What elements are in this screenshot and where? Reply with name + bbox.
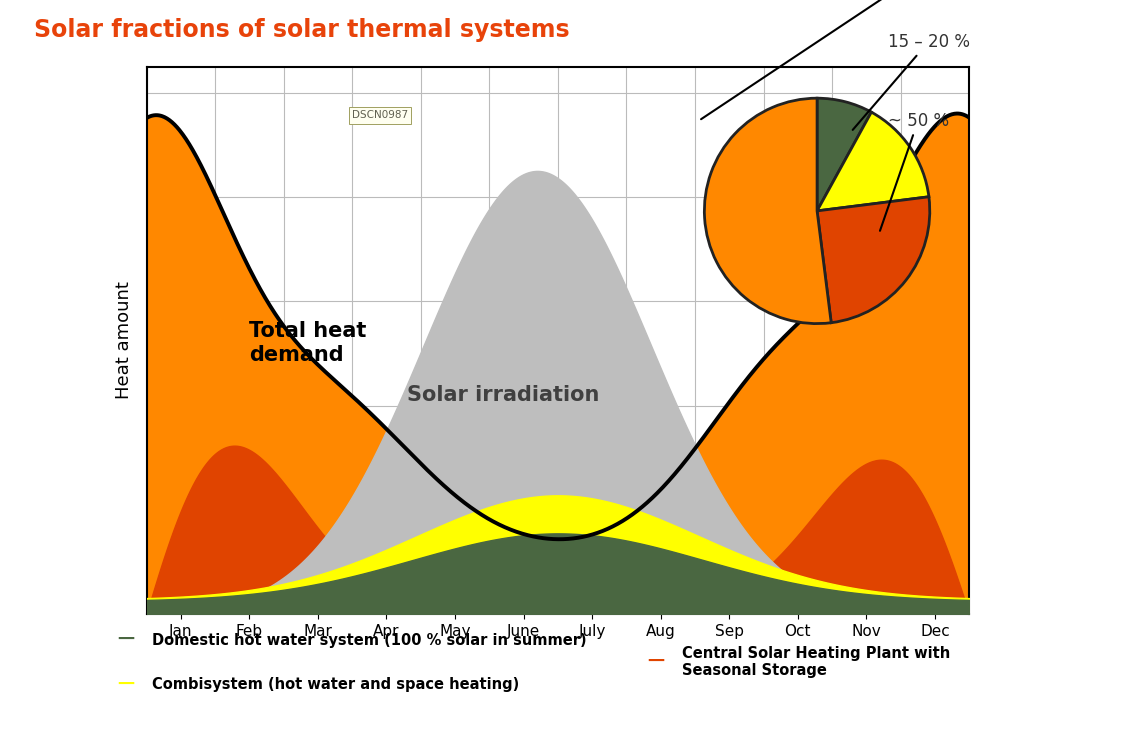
Text: ~ 50 %: ~ 50 %	[880, 112, 949, 231]
Text: Solar irradiation: Solar irradiation	[407, 385, 600, 406]
Wedge shape	[817, 197, 930, 323]
Text: 7 – 10 %: 7 – 10 %	[701, 0, 959, 119]
Text: Central Solar Heating Plant with
Seasonal Storage: Central Solar Heating Plant with Seasona…	[682, 646, 950, 679]
Text: 15 – 20 %: 15 – 20 %	[853, 33, 969, 130]
Text: Combisystem (hot water and space heating): Combisystem (hot water and space heating…	[152, 677, 520, 692]
Y-axis label: Heat amount: Heat amount	[115, 281, 133, 400]
Text: DSCN0987: DSCN0987	[352, 110, 408, 121]
Text: Solar fractions of solar thermal systems: Solar fractions of solar thermal systems	[34, 18, 569, 42]
Text: ─: ─	[118, 673, 133, 696]
Text: Total heat
demand: Total heat demand	[249, 321, 366, 365]
Text: ─: ─	[648, 650, 663, 674]
Wedge shape	[817, 98, 871, 211]
Wedge shape	[817, 112, 929, 211]
Text: Domestic hot water system (100 % solar in summer): Domestic hot water system (100 % solar i…	[152, 633, 587, 648]
Wedge shape	[704, 98, 832, 323]
Text: ─: ─	[118, 628, 133, 652]
